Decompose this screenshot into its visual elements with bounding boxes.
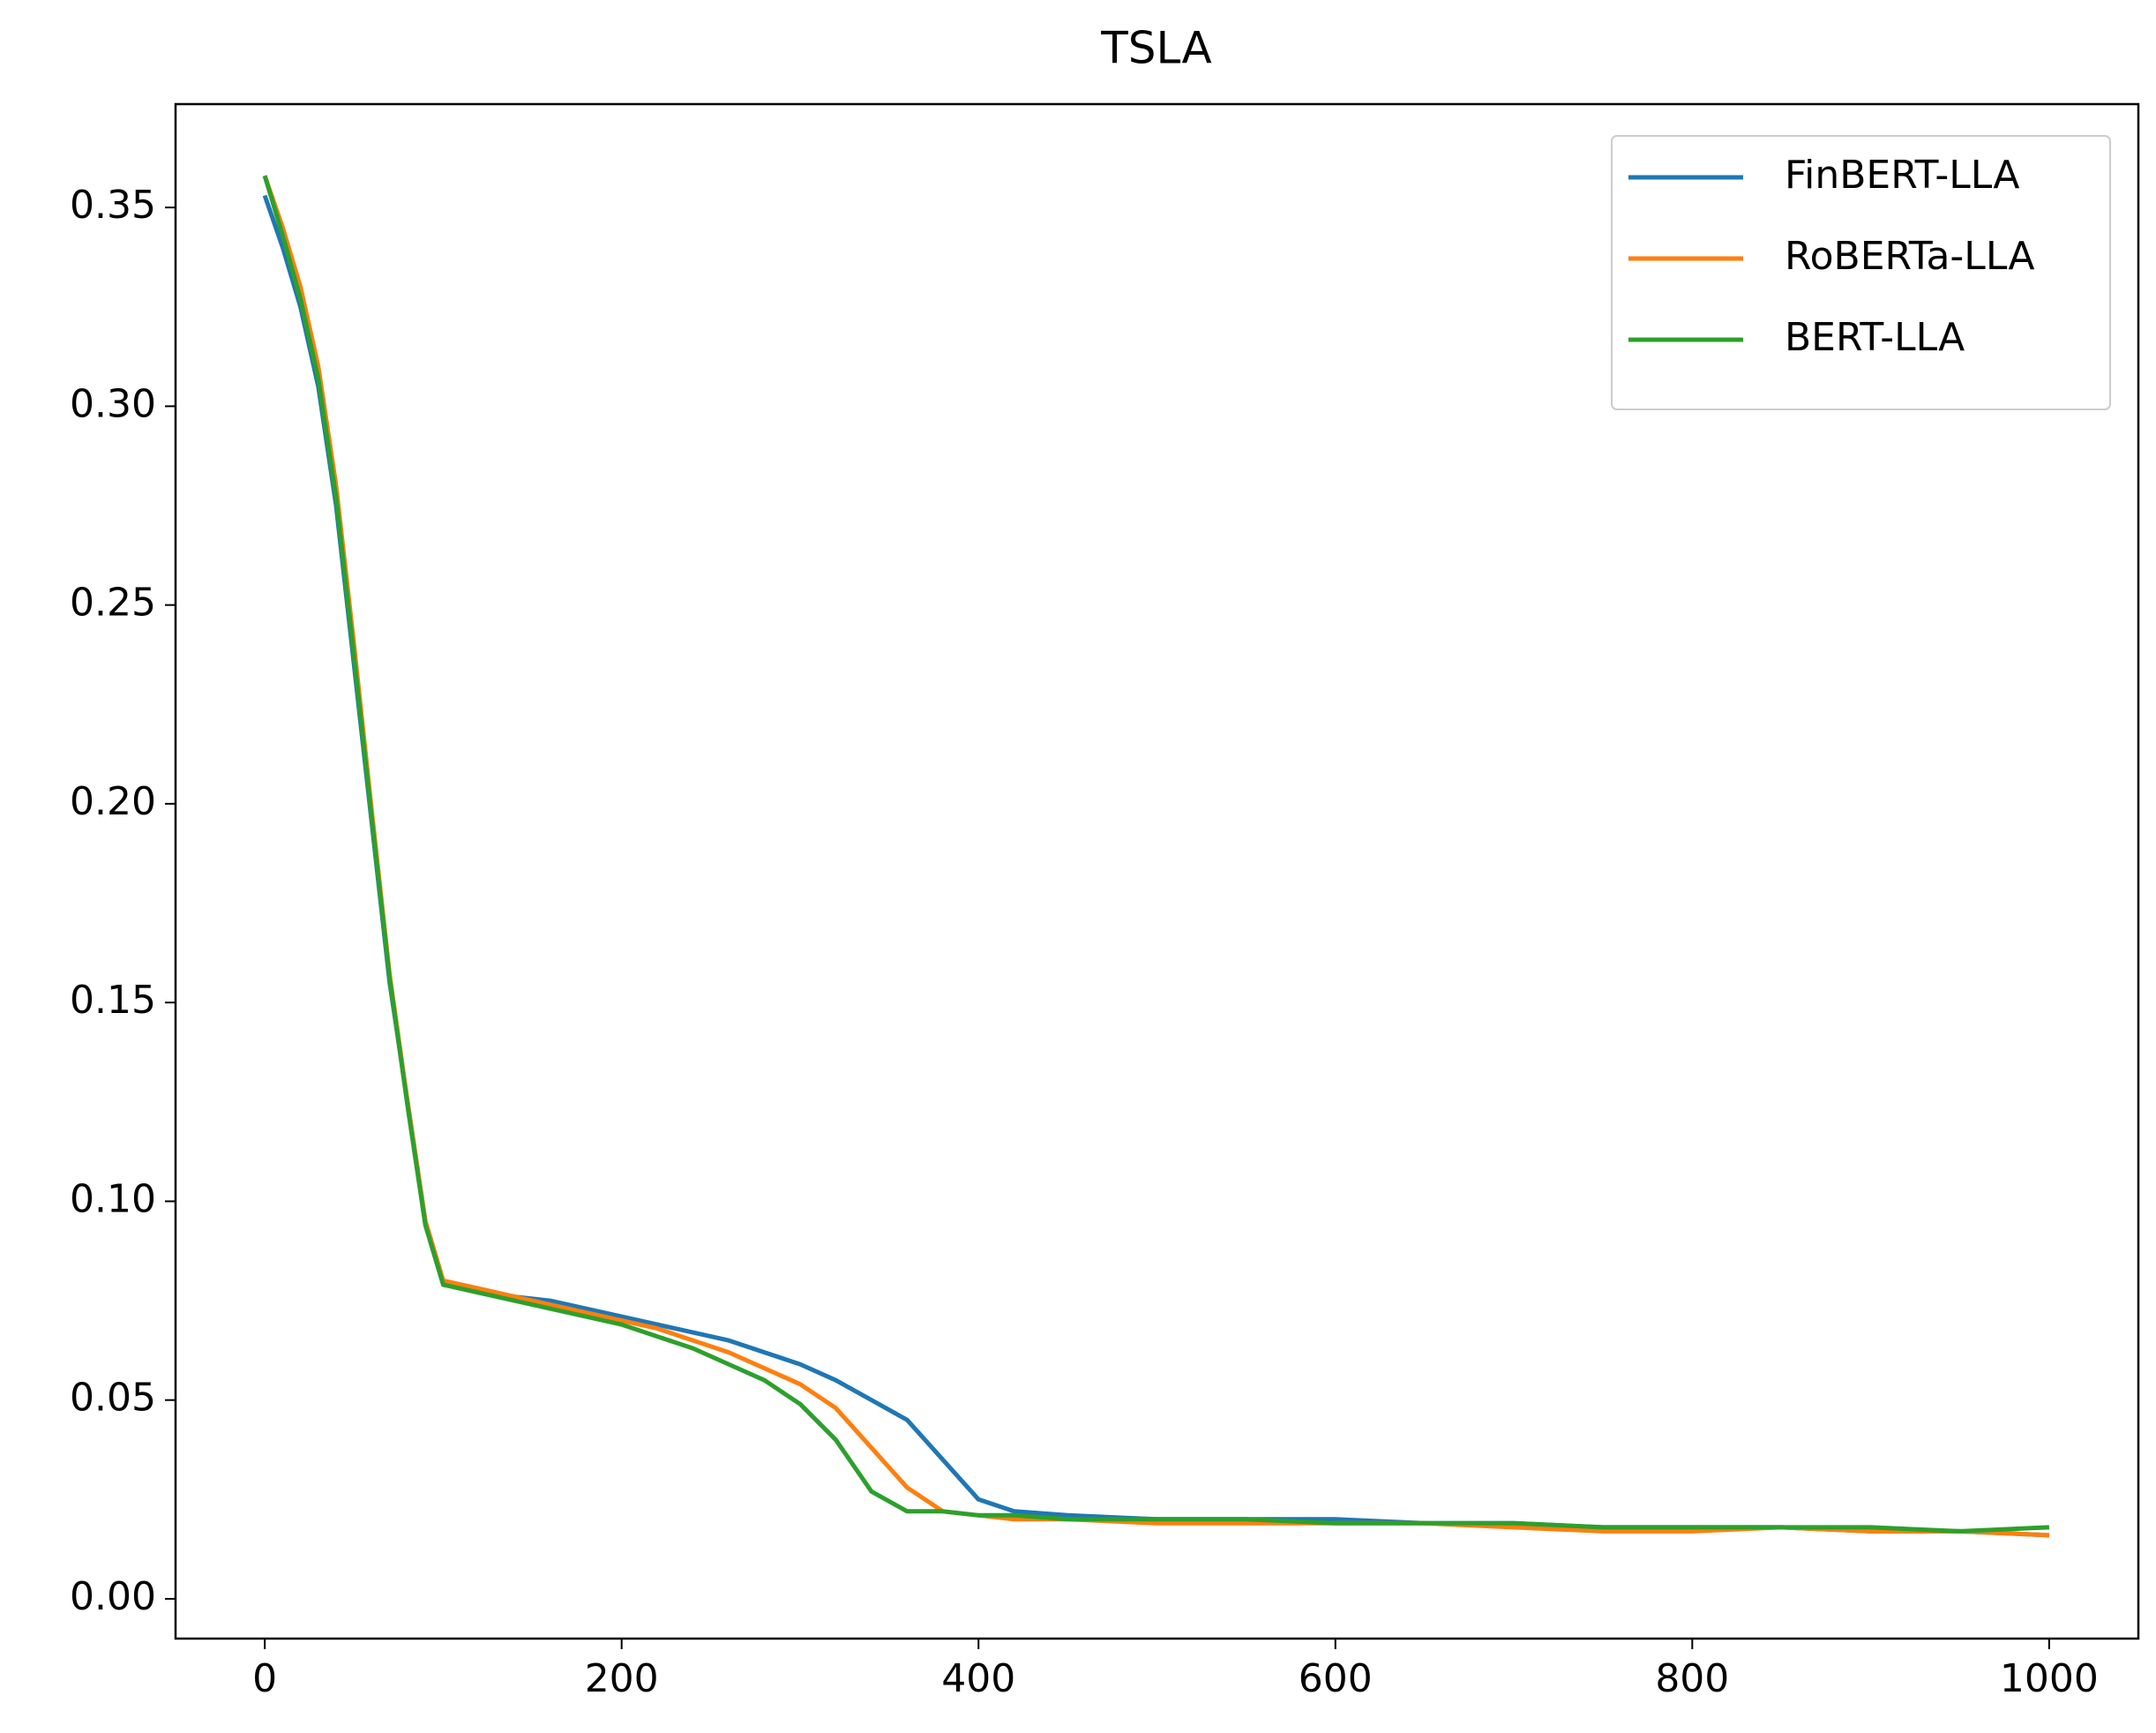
x-tick-label: 400 (941, 1656, 1015, 1701)
x-tick-label: 1000 (2000, 1656, 2099, 1701)
legend-label: BERT-LLA (1785, 315, 1965, 360)
y-tick-label: 0.35 (70, 183, 156, 228)
y-tick-label: 0.30 (70, 381, 156, 426)
x-tick-label: 800 (1655, 1656, 1729, 1701)
y-tick-label: 0.20 (70, 779, 156, 824)
legend-label: FinBERT-LLA (1785, 153, 2019, 198)
x-tick-label: 0 (252, 1656, 277, 1701)
line-series (262, 175, 2050, 1534)
y-tick-label: 0.05 (70, 1376, 156, 1421)
y-tick-label: 0.15 (70, 978, 156, 1023)
chart-title: TSLA (1100, 23, 1212, 74)
plot-frame (174, 102, 2140, 1640)
y-tick-label: 0.10 (70, 1176, 156, 1221)
y-tick-label: 0.25 (70, 581, 156, 626)
legend-label: RoBERTa-LLA (1785, 234, 2034, 279)
x-tick-label: 200 (585, 1656, 659, 1701)
x-tick-label: 600 (1299, 1656, 1373, 1701)
y-tick-label: 0.00 (70, 1574, 156, 1619)
